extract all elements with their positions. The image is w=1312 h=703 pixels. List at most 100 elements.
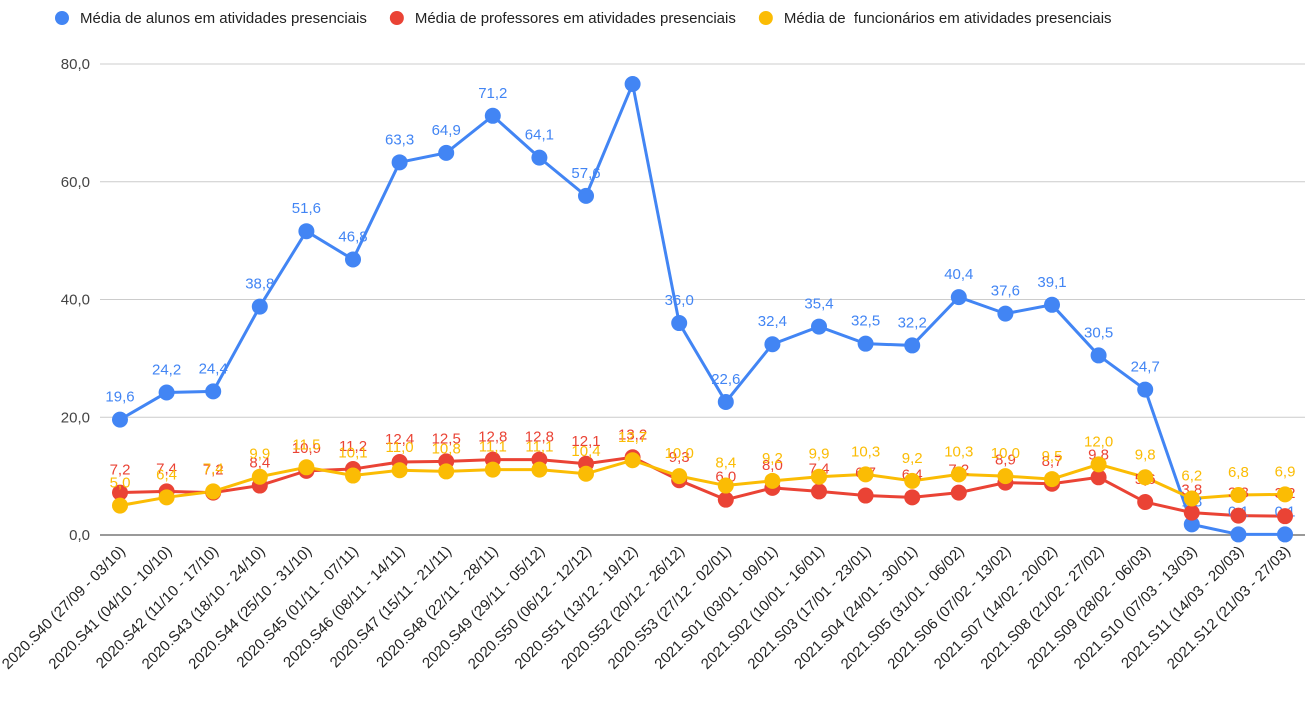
data-point bbox=[857, 466, 874, 483]
data-point bbox=[578, 465, 594, 482]
data-label: 22,6 bbox=[711, 371, 740, 388]
data-label: 10,8 bbox=[432, 440, 461, 457]
data-label: 10,0 bbox=[991, 445, 1020, 462]
data-label: 11,0 bbox=[386, 439, 414, 456]
data-point bbox=[811, 483, 827, 500]
y-tick-label: 40,0 bbox=[61, 292, 90, 309]
data-point bbox=[1230, 507, 1247, 524]
data-point bbox=[764, 472, 781, 489]
data-point bbox=[1183, 516, 1200, 533]
data-label: 6,9 bbox=[1275, 463, 1296, 480]
data-point bbox=[717, 393, 734, 410]
y-tick-label: 80,0 bbox=[61, 56, 90, 73]
data-point bbox=[624, 76, 641, 93]
data-point bbox=[1137, 494, 1154, 511]
data-label: 39,1 bbox=[1037, 274, 1066, 291]
data-label: 10,9 bbox=[292, 440, 321, 457]
legend-label: Média de professores em atividades prese… bbox=[415, 10, 736, 27]
data-label: 32,4 bbox=[758, 313, 787, 330]
data-point bbox=[484, 107, 501, 124]
data-point bbox=[624, 452, 641, 469]
data-label: 12,8 bbox=[525, 429, 554, 446]
data-point bbox=[671, 315, 688, 332]
data-point bbox=[391, 462, 408, 479]
data-point bbox=[950, 289, 967, 306]
data-point bbox=[857, 487, 874, 504]
data-label: 7,2 bbox=[203, 462, 224, 479]
data-label: 6,2 bbox=[1181, 467, 1202, 484]
data-point bbox=[764, 336, 781, 353]
data-point bbox=[717, 477, 734, 494]
data-label: 24,7 bbox=[1131, 359, 1160, 376]
data-point bbox=[251, 298, 268, 315]
legend-marker bbox=[758, 11, 773, 25]
data-point bbox=[950, 484, 967, 501]
data-point bbox=[1090, 456, 1107, 473]
data-label: 11,1 bbox=[525, 439, 553, 456]
data-point bbox=[531, 461, 548, 478]
data-label: 64,1 bbox=[525, 127, 554, 144]
data-point bbox=[158, 489, 175, 506]
data-point bbox=[811, 318, 827, 335]
data-point bbox=[904, 472, 921, 489]
data-point bbox=[997, 468, 1014, 485]
data-label: 6,4 bbox=[156, 466, 177, 483]
data-label: 8,7 bbox=[1042, 453, 1063, 470]
data-point bbox=[1183, 504, 1200, 521]
legend-marker bbox=[389, 11, 404, 25]
data-label: 12,4 bbox=[385, 431, 414, 448]
data-point bbox=[112, 484, 128, 501]
data-point bbox=[205, 483, 222, 500]
data-label: 57,6 bbox=[571, 165, 600, 182]
y-tick-label: 60,0 bbox=[61, 174, 90, 191]
data-label: 5,0 bbox=[110, 475, 131, 492]
data-label: 11,2 bbox=[339, 438, 367, 455]
data-label: 10,4 bbox=[571, 443, 600, 460]
data-point bbox=[112, 497, 128, 514]
data-label: 9,5 bbox=[1042, 448, 1063, 465]
data-label: 11,5 bbox=[292, 436, 320, 453]
data-label: 11,1 bbox=[479, 439, 507, 456]
data-label: 40,4 bbox=[944, 266, 973, 283]
data-label: 10,3 bbox=[944, 443, 973, 460]
data-label: 8,4 bbox=[715, 455, 736, 472]
data-point bbox=[904, 337, 921, 354]
data-label: 10,3 bbox=[851, 443, 880, 460]
data-point bbox=[531, 149, 548, 166]
data-point bbox=[205, 383, 222, 400]
data-label: 46,8 bbox=[338, 228, 367, 245]
data-label: 10,1 bbox=[338, 445, 367, 462]
data-point bbox=[1277, 526, 1293, 543]
data-point bbox=[1044, 296, 1060, 313]
data-label: 7,4 bbox=[203, 460, 224, 477]
data-point bbox=[438, 144, 455, 161]
data-label: 9,9 bbox=[249, 446, 270, 463]
data-label: 8,0 bbox=[762, 457, 783, 474]
data-point bbox=[717, 491, 734, 508]
data-label: 38,8 bbox=[245, 276, 274, 293]
data-point bbox=[484, 461, 501, 478]
data-label: 9,3 bbox=[669, 449, 690, 466]
data-point bbox=[997, 305, 1014, 322]
data-label: 12,8 bbox=[478, 429, 507, 446]
data-label: 63,3 bbox=[385, 131, 414, 148]
series-line bbox=[119, 78, 1285, 536]
data-label: 32,2 bbox=[898, 314, 927, 331]
data-label: 30,5 bbox=[1084, 324, 1113, 341]
data-point bbox=[1277, 486, 1293, 503]
data-point bbox=[438, 463, 455, 480]
data-point bbox=[1183, 490, 1200, 507]
data-point bbox=[345, 251, 361, 268]
data-point bbox=[345, 467, 361, 484]
data-label: 71,2 bbox=[478, 85, 507, 102]
data-point bbox=[251, 468, 268, 485]
data-label: 12,0 bbox=[1084, 433, 1113, 450]
data-point bbox=[1277, 508, 1293, 525]
data-label: 32,5 bbox=[851, 313, 880, 330]
data-point bbox=[857, 335, 874, 352]
data-point bbox=[904, 489, 921, 506]
data-label: 10,0 bbox=[665, 445, 694, 462]
data-point bbox=[1230, 486, 1247, 503]
